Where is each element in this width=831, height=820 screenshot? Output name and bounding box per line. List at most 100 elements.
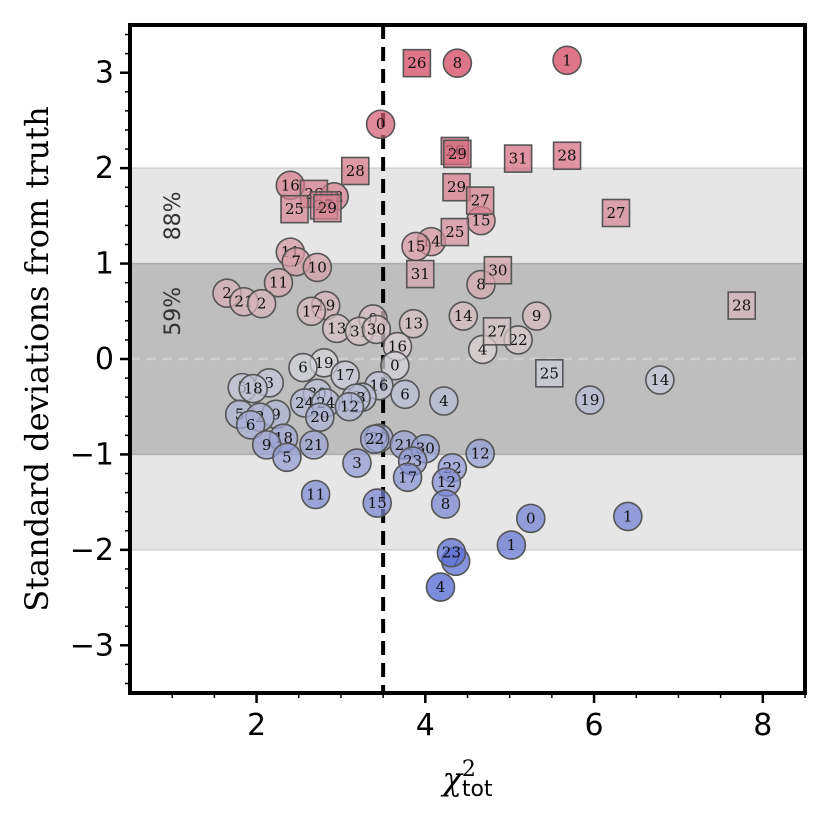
- point-label: 25: [540, 364, 559, 382]
- band-label-88pct: 88%: [161, 191, 186, 240]
- point-label: 18: [244, 380, 263, 398]
- square-point: 29: [443, 139, 472, 169]
- circle-point: 8: [442, 48, 473, 78]
- circle-marker: [362, 488, 393, 518]
- circle-point: 0: [515, 503, 546, 534]
- point-label: 16: [281, 176, 300, 194]
- point-label: 23: [442, 544, 461, 562]
- square-point: 25: [440, 217, 470, 247]
- x-tick-label: 4: [416, 708, 435, 743]
- point-label: 6: [298, 359, 308, 377]
- circle-point: 1: [496, 530, 527, 560]
- point-label: 29: [318, 199, 337, 217]
- circle-point: 8: [430, 489, 461, 519]
- point-label: 1: [623, 507, 633, 525]
- circle-marker: [235, 410, 266, 440]
- y-axis-label: Standard deviations from truth: [18, 106, 56, 612]
- circle-point: 22: [359, 424, 390, 454]
- circle-point: 14: [645, 365, 675, 395]
- point-label: 11: [306, 486, 325, 504]
- circle-point: 1: [613, 501, 643, 532]
- point-label: 1: [562, 51, 572, 69]
- y-tick-label: 2: [95, 151, 114, 186]
- circle-marker: [296, 296, 327, 327]
- circle-point: 11: [263, 267, 294, 298]
- circle-marker: [263, 267, 294, 298]
- circle-marker: [342, 448, 372, 478]
- circle-point: 9: [521, 301, 552, 331]
- square-marker: [440, 217, 470, 247]
- circle-point: 3: [342, 448, 372, 478]
- circle-point: 0: [380, 350, 410, 381]
- point-label: 4: [436, 578, 446, 596]
- circle-point: 0: [365, 109, 396, 140]
- square-marker: [482, 317, 512, 346]
- circle-point: 14: [448, 301, 479, 331]
- point-label: 26: [407, 54, 426, 72]
- circle-marker: [515, 503, 546, 534]
- square-point: 31: [503, 144, 533, 173]
- circle-point: 10: [302, 252, 333, 283]
- point-label: 21: [304, 436, 323, 454]
- point-label: 15: [406, 237, 425, 255]
- circle-marker: [288, 352, 318, 383]
- y-tick-label: −2: [70, 533, 114, 568]
- point-label: 22: [365, 430, 384, 448]
- point-label: 9: [532, 307, 542, 325]
- square-point: 25: [535, 359, 564, 388]
- circle-marker: [299, 430, 329, 460]
- band-label-59pct: 59%: [161, 287, 186, 336]
- circle-point: 19: [575, 385, 605, 415]
- point-label: 11: [269, 274, 288, 292]
- point-label: 0: [390, 357, 400, 375]
- point-label: 12: [340, 398, 359, 416]
- circle-point: 6: [390, 379, 420, 410]
- point-label: 22: [509, 331, 528, 349]
- circle-marker: [300, 479, 331, 510]
- circle-point: 21: [299, 430, 329, 460]
- x-axis-label-superscript: 2: [462, 757, 476, 782]
- point-label: 6: [400, 385, 410, 403]
- point-label: 0: [526, 509, 536, 527]
- point-label: 27: [471, 192, 490, 210]
- circle-point: 18: [238, 373, 268, 404]
- x-tick-label: 8: [753, 708, 772, 743]
- circle-marker: [305, 402, 335, 433]
- circle-point: 17: [392, 462, 423, 493]
- circle-marker: [430, 489, 461, 519]
- point-label: 9: [262, 436, 272, 454]
- point-label: 19: [580, 391, 599, 409]
- square-marker: [340, 156, 370, 186]
- point-label: 30: [367, 320, 386, 338]
- circle-marker: [392, 462, 423, 493]
- circle-marker: [552, 45, 582, 76]
- square-point: 27: [601, 198, 631, 228]
- y-tick-label: 1: [95, 247, 114, 282]
- square-marker: [402, 48, 432, 78]
- circle-marker: [521, 301, 552, 331]
- square-point: 28: [552, 141, 582, 171]
- point-label: 15: [471, 212, 490, 230]
- circle-marker: [496, 530, 527, 560]
- y-tick-label: −3: [70, 628, 114, 663]
- point-label: 4: [439, 392, 449, 410]
- x-axis-label-main: χ: [440, 760, 463, 798]
- circle-marker: [645, 365, 675, 395]
- square-marker: [601, 198, 631, 228]
- circle-marker: [425, 572, 456, 602]
- point-label: 7: [291, 253, 301, 271]
- x-axis-label-subscript: tot: [462, 777, 493, 802]
- circle-point: 15: [362, 488, 393, 518]
- square-marker: [503, 144, 533, 173]
- square-point: 30: [483, 255, 513, 285]
- square-marker: [280, 194, 309, 224]
- point-label: 29: [448, 145, 467, 163]
- point-label: 3: [352, 454, 362, 472]
- point-label: 8: [476, 276, 486, 294]
- point-label: 31: [411, 265, 430, 283]
- point-label: 5: [282, 448, 292, 466]
- circle-point: 16: [275, 170, 306, 201]
- circle-marker: [613, 501, 643, 532]
- circle-point: 4: [429, 386, 459, 416]
